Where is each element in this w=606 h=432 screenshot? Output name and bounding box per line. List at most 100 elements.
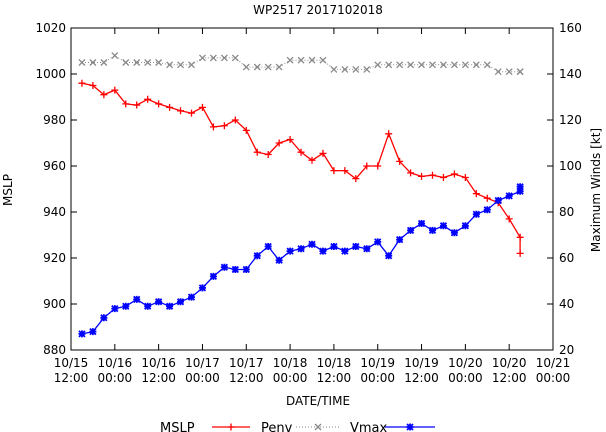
data-point-penv [374, 61, 382, 69]
data-point-vmax [374, 238, 382, 246]
data-point-vmax [209, 272, 218, 281]
data-point-mslp [264, 151, 272, 158]
data-point-vmax [417, 219, 426, 228]
x-tick-label-time: 12:00 [54, 371, 89, 385]
data-point-mslp [133, 101, 141, 109]
data-point-mslp [363, 162, 371, 170]
data-point-mslp [89, 82, 97, 89]
data-point-mslp [461, 174, 469, 181]
x-tick-label-time: 00:00 [360, 371, 395, 385]
data-point-penv [122, 59, 130, 66]
data-point-vmax [352, 242, 360, 251]
x-tick-label-date: 10/21 [536, 356, 571, 370]
data-point-penv [242, 63, 250, 71]
x-axis-title: DATE/TIME [286, 394, 350, 408]
data-point-mslp [439, 174, 447, 181]
data-point-mslp [111, 86, 119, 94]
data-point-vmax [242, 265, 250, 274]
data-point-vmax [187, 293, 196, 301]
data-point-vmax [286, 247, 294, 255]
data-point-penv [461, 61, 469, 69]
data-point-vmax [111, 304, 119, 313]
data-point-penv [188, 61, 195, 69]
data-point-mslp [100, 91, 108, 99]
data-point-vmax [516, 183, 524, 191]
data-point-mslp [330, 167, 338, 175]
data-point-vmax [505, 192, 513, 200]
x-tick-label-time: 00:00 [536, 371, 571, 385]
chart-title: WP2517 2017102018 [253, 3, 383, 17]
data-point-vmax [516, 187, 524, 195]
tick-marks [70, 27, 554, 351]
data-point-mslp [385, 130, 393, 138]
data-point-penv [133, 59, 141, 66]
legend-marker [314, 423, 322, 431]
data-point-vmax [461, 222, 470, 230]
data-point-vmax [395, 235, 404, 244]
data-point-mslp [209, 123, 217, 131]
series-vmax [78, 183, 524, 338]
x-tick-label-time: 12:00 [229, 371, 264, 385]
y2-tick-label: 140 [559, 67, 582, 81]
legend-label: Penv [261, 421, 293, 432]
x-tick-label-date: 10/19 [360, 356, 395, 370]
data-point-mslp [352, 175, 360, 183]
data-point-penv [198, 54, 206, 62]
data-point-vmax [439, 222, 448, 230]
data-point-mslp [396, 157, 404, 165]
legend-label: Vmax [350, 421, 388, 432]
data-point-vmax [483, 206, 491, 214]
data-point-penv [505, 68, 513, 76]
plot-frame [70, 27, 554, 351]
data-point-mslp [308, 156, 316, 164]
data-point-penv [363, 65, 371, 73]
data-point-penv [429, 61, 436, 69]
data-point-vmax [154, 298, 163, 306]
series-line-vmax [81, 186, 521, 335]
data-point-vmax [428, 226, 437, 235]
data-point-vmax [253, 252, 261, 260]
data-point-penv [177, 61, 185, 69]
x-tick-label-time: 12:00 [492, 371, 527, 385]
data-point-penv [396, 61, 404, 69]
x-tick-label-time: 12:00 [404, 371, 439, 385]
y2-tick-label: 120 [559, 113, 582, 127]
data-point-mslp [188, 109, 195, 117]
data-point-penv [330, 65, 338, 73]
y2-tick-label: 20 [559, 343, 574, 357]
data-point-mslp [122, 100, 130, 108]
y2-tick-label: 80 [559, 205, 574, 219]
y2-tick-label: 60 [559, 251, 574, 265]
data-point-vmax [297, 245, 305, 253]
data-point-penv [89, 59, 97, 66]
x-tick-label-time: 00:00 [98, 371, 133, 385]
data-point-penv [319, 56, 327, 64]
data-point-vmax [89, 327, 97, 336]
data-point-vmax [450, 229, 459, 237]
y2-tick-label: 40 [559, 297, 574, 311]
legend-item-vmax: Vmax [350, 421, 435, 432]
x-tick-label-date: 10/18 [317, 356, 352, 370]
y-tick-label: 1020 [35, 21, 66, 35]
data-point-mslp [516, 233, 524, 241]
data-point-penv [418, 61, 426, 69]
data-point-vmax [308, 240, 316, 248]
data-point-penv [166, 61, 174, 69]
data-point-vmax [78, 330, 86, 338]
y2-axis-title: Maximum Winds [kt] [589, 128, 603, 252]
data-point-penv [286, 56, 294, 64]
data-point-mslp [144, 95, 152, 103]
data-point-penv [385, 61, 393, 69]
y-tick-label: 980 [43, 113, 66, 127]
data-point-vmax [275, 256, 283, 264]
y-tick-label: 940 [43, 205, 66, 219]
data-point-penv [264, 63, 272, 71]
data-point-mslp [78, 79, 86, 87]
data-point-vmax [133, 295, 141, 304]
data-point-vmax [472, 210, 480, 218]
data-point-penv [275, 63, 283, 71]
data-point-vmax [231, 265, 239, 274]
x-tick-label-date: 10/16 [141, 356, 176, 370]
data-point-penv [494, 68, 502, 76]
